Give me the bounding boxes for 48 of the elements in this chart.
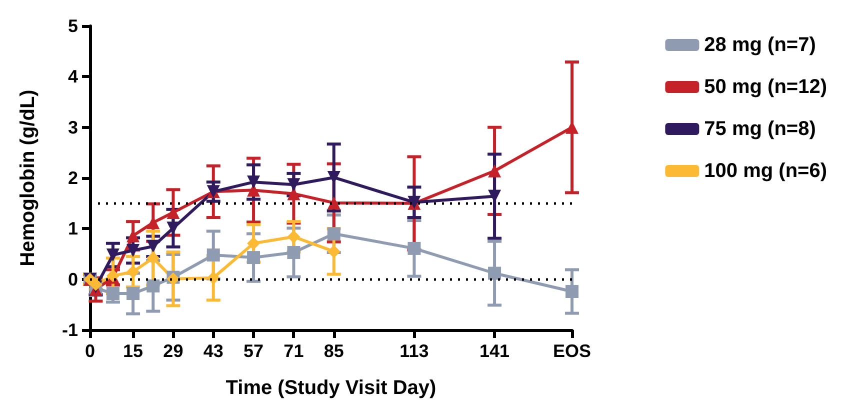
point bbox=[247, 236, 260, 250]
legend-label: 28 mg (n=7) bbox=[704, 34, 816, 56]
x-tick-label: 113 bbox=[400, 341, 429, 361]
point bbox=[206, 271, 220, 284]
x-axis-title: Time (Study Visit Day) bbox=[226, 377, 436, 399]
y-tick-label: 2 bbox=[68, 168, 78, 188]
point bbox=[126, 287, 140, 300]
point bbox=[327, 227, 340, 240]
point bbox=[287, 246, 300, 259]
x-tick-label: 15 bbox=[123, 341, 144, 361]
point bbox=[287, 178, 300, 192]
point bbox=[327, 196, 340, 210]
point bbox=[247, 251, 260, 264]
y-tick-label: 5 bbox=[68, 16, 78, 36]
point bbox=[206, 248, 220, 262]
x-tick-label: 0 bbox=[84, 341, 96, 361]
point bbox=[106, 248, 120, 262]
point bbox=[408, 242, 421, 255]
y-axis-title: Hemoglobin (g/dL) bbox=[17, 90, 39, 266]
y-tick-label: -1 bbox=[62, 320, 78, 340]
point bbox=[126, 265, 140, 278]
x-tick-label: 43 bbox=[203, 341, 224, 361]
point bbox=[287, 230, 300, 244]
point bbox=[106, 287, 120, 300]
x-tick-label: 141 bbox=[480, 341, 510, 361]
point bbox=[146, 279, 160, 292]
point bbox=[126, 244, 140, 257]
y-tick-label: 0 bbox=[68, 269, 78, 290]
point bbox=[327, 244, 340, 258]
point bbox=[146, 252, 160, 265]
x-tick-label: 29 bbox=[163, 341, 184, 361]
y-tick-label: 4 bbox=[68, 66, 78, 87]
point bbox=[146, 240, 160, 253]
legend-label: 50 mg (n=12) bbox=[704, 76, 828, 98]
y-tick-label: 3 bbox=[68, 117, 78, 138]
point bbox=[566, 284, 578, 298]
x-tick-label: 57 bbox=[244, 341, 264, 361]
point bbox=[488, 164, 502, 178]
x-tick-label: 71 bbox=[284, 341, 304, 361]
x-tick-label: EOS bbox=[552, 341, 592, 361]
point bbox=[488, 266, 502, 280]
point bbox=[287, 187, 300, 200]
y-tick-label: 1 bbox=[68, 218, 78, 239]
x-tick-label: 85 bbox=[324, 341, 344, 361]
point bbox=[247, 176, 260, 189]
legend-label: 75 mg (n=8) bbox=[704, 118, 816, 140]
legend-label: 100 mg (n=6) bbox=[704, 160, 828, 182]
point bbox=[166, 206, 180, 219]
